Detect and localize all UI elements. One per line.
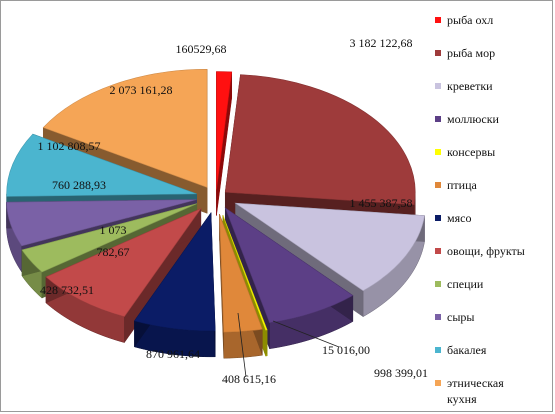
leader-line-1 [237, 312, 247, 378]
data-label-3: 1 455 387,58 [350, 196, 413, 210]
legend-label: консервы [447, 145, 495, 159]
data-label-5: 15 016,00 [322, 343, 370, 357]
legend-swatch [435, 50, 441, 56]
legend-swatch [435, 347, 441, 353]
legend-label: мясо [447, 211, 471, 225]
legend-item-5: консервы [435, 145, 495, 159]
legend-swatch [435, 17, 441, 23]
data-label-7: 870 961,64 [146, 347, 200, 361]
legend-item-7: мясо [435, 211, 471, 225]
legend-swatch [435, 149, 441, 155]
legend-item-2: рыба мор [435, 46, 495, 60]
legend-item-10: сыры [435, 310, 474, 324]
legend-swatch [435, 380, 441, 386]
data-label-11: 1 102 808,57 [38, 139, 101, 153]
legend-item-6: птица [435, 178, 478, 192]
legend-swatch [435, 281, 441, 287]
data-label-9: 428 732,51 [40, 283, 94, 297]
legend-swatch [435, 83, 441, 89]
data-label-12: 2 073 161,28 [110, 83, 173, 97]
data-label-6: 408 615,16 [222, 372, 276, 386]
leader-line-2 [272, 320, 340, 348]
legend-item-8: овощи, фрукты [435, 244, 525, 258]
legend-item-9: специи [435, 277, 484, 291]
legend-label: рыба охл [447, 13, 493, 27]
legend-swatch [435, 215, 441, 221]
legend-label: бакалея [447, 343, 487, 357]
data-label-2: 3 182 122,68 [350, 36, 413, 50]
legend-item-3: креветки [435, 79, 493, 93]
legend-label: птица [447, 178, 478, 192]
legend-swatch [435, 248, 441, 254]
legend-label: сыры [447, 310, 474, 324]
data-label-8: 1 073 782,67 [97, 223, 130, 259]
data-label-4: 998 399,01 [374, 366, 428, 380]
legend-label: креветки [447, 79, 493, 93]
legend-item-12: этническая кухня [435, 376, 504, 406]
pie-slice-6 [219, 214, 263, 359]
legend-label: овощи, фрукты [447, 244, 525, 258]
data-label-10: 760 288,93 [52, 178, 106, 192]
legend-swatch [435, 314, 441, 320]
legend-label: моллюски [447, 112, 500, 126]
legend-swatch [435, 116, 441, 122]
legend-item-4: моллюски [435, 112, 500, 126]
legend-swatch [435, 182, 441, 188]
legend-label: специи [447, 277, 484, 291]
legend-label: рыба мор [447, 46, 495, 60]
pie-slice-1 [216, 71, 233, 216]
legend-item-1: рыба охл [435, 13, 493, 27]
legend-label: этническая кухня [447, 376, 504, 406]
data-label-1: 160529,68 [176, 42, 227, 56]
legend-item-11: бакалея [435, 343, 487, 357]
pie-slice-7 [133, 211, 216, 358]
